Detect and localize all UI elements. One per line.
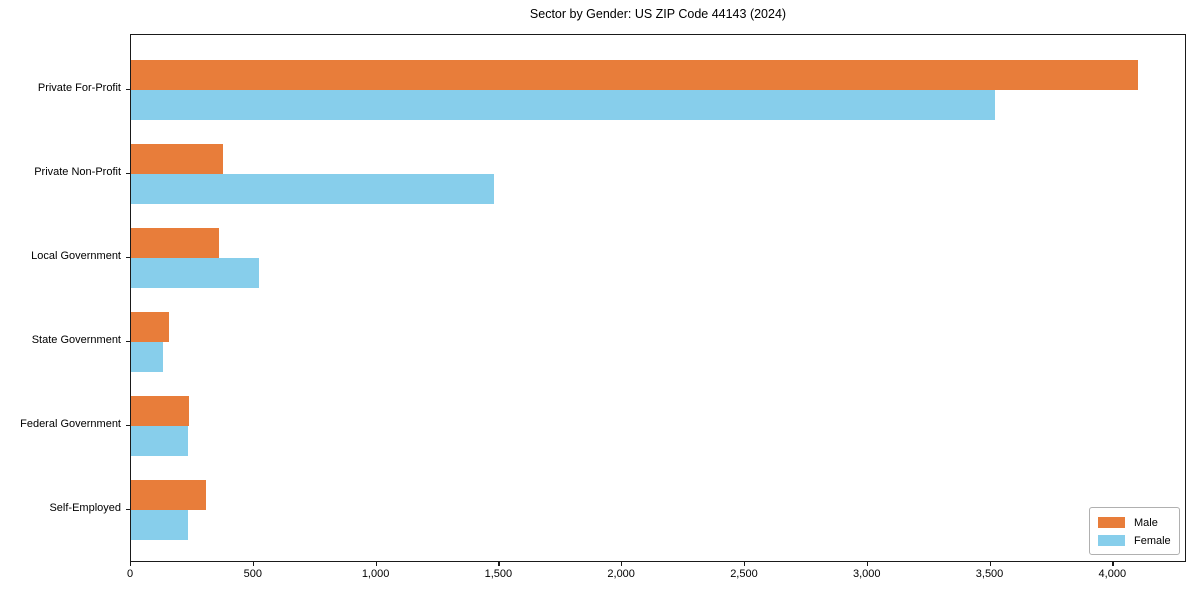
legend-label-male: Male xyxy=(1134,516,1158,529)
y-tick-mark xyxy=(126,89,130,91)
y-axis-label: Self-Employed xyxy=(49,501,121,514)
x-tick-label: 1,500 xyxy=(484,568,513,580)
x-tick-label: 1,000 xyxy=(361,568,390,580)
bar-male-3 xyxy=(131,228,220,259)
legend: Male Female xyxy=(1089,507,1180,555)
x-tick-mark xyxy=(621,562,623,566)
x-tick-mark xyxy=(1112,562,1114,566)
x-tick-mark xyxy=(130,562,132,566)
y-tick-mark xyxy=(126,508,130,510)
bar-female-5 xyxy=(131,425,188,456)
x-tick-mark xyxy=(375,562,377,566)
bar-male-5 xyxy=(131,395,190,426)
bar-female-6 xyxy=(131,509,188,540)
y-tick-mark xyxy=(126,173,130,175)
y-axis-label: Private For-Profit xyxy=(37,82,121,95)
male-swatch-icon xyxy=(1098,517,1125,528)
bar-female-1 xyxy=(131,90,996,121)
legend-entry-male: Male xyxy=(1098,515,1171,530)
plot-area xyxy=(130,34,1186,562)
bar-male-6 xyxy=(131,479,207,510)
x-tick-label: 2,500 xyxy=(730,568,758,580)
y-tick-mark xyxy=(126,424,130,427)
y-tick-mark xyxy=(126,257,130,259)
y-axis-label: Private Non-Profit xyxy=(34,166,121,179)
y-axis-label: Local Government xyxy=(31,250,121,263)
x-tick-label: 500 xyxy=(243,568,262,580)
y-tick-mark xyxy=(126,341,130,343)
x-tick-label: 3,000 xyxy=(852,568,881,580)
x-tick-label: 0 xyxy=(126,568,134,580)
bar-female-4 xyxy=(131,342,164,372)
x-tick-label: 3,500 xyxy=(975,568,1004,580)
x-tick-mark xyxy=(498,562,500,566)
bar-male-1 xyxy=(131,60,1138,91)
bar-female-2 xyxy=(131,174,495,205)
x-tick-mark xyxy=(866,562,868,566)
bar-male-2 xyxy=(131,144,224,175)
legend-entry-female: Female xyxy=(1098,533,1171,548)
legend-label-female: Female xyxy=(1134,534,1171,547)
x-tick-mark xyxy=(743,562,746,566)
y-axis-label: State Government xyxy=(31,334,121,346)
x-tick-mark xyxy=(252,562,254,566)
x-tick-label: 2,000 xyxy=(607,568,635,580)
bar-female-3 xyxy=(131,258,259,289)
bar-male-4 xyxy=(131,312,170,342)
y-axis-label: Federal Government xyxy=(20,417,121,430)
chart-title: Sector by Gender: US ZIP Code 44143 (202… xyxy=(529,7,787,21)
female-swatch-icon xyxy=(1098,535,1125,546)
x-tick-label: 4,000 xyxy=(1098,568,1127,580)
x-tick-mark xyxy=(989,562,991,566)
